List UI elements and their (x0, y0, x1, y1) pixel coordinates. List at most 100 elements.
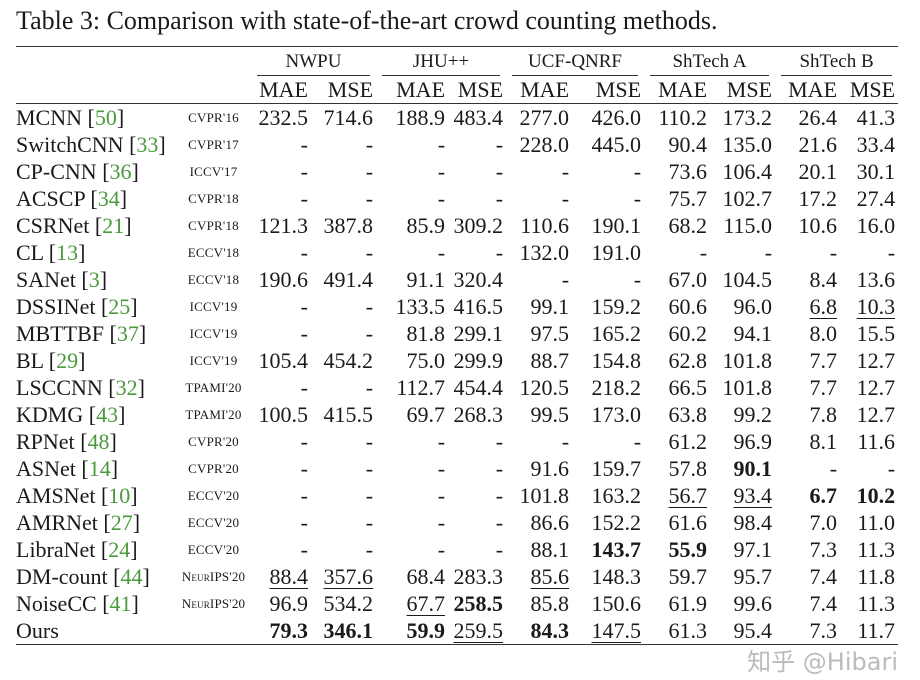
value-text: 68.4 (406, 564, 446, 589)
metric-value: 60.2 (644, 320, 710, 347)
metric-value: - (710, 239, 775, 266)
table-body: MCNN [50] CVPR'16 232.5 714.6 188.9 483.4 277.… (16, 104, 899, 645)
value-text: - (495, 483, 504, 508)
citation-link[interactable]: 29 (56, 348, 79, 373)
metric-value: 62.8 (644, 347, 710, 374)
value-text: - (437, 132, 446, 157)
metric-value: 190.6 (251, 266, 311, 293)
value-text: - (829, 456, 838, 481)
value-text: 88.1 (530, 537, 570, 562)
metric-header-mse: MSE (726, 77, 773, 102)
citation-link[interactable]: 48 (87, 429, 110, 454)
value-text: 445.0 (591, 132, 642, 157)
citation-link[interactable]: 50 (94, 105, 117, 130)
citation-link[interactable]: 41 (109, 591, 132, 616)
metric-value: - (251, 293, 311, 320)
metric-header-mse: MSE (849, 77, 896, 102)
group-header-shtech-a: ShTech A (644, 47, 775, 76)
citation-link[interactable]: 32 (115, 375, 138, 400)
value-text: - (300, 375, 308, 400)
method-label: ACSCP (16, 186, 85, 211)
metric-value: 8.4 (775, 266, 840, 293)
metric-value: 101.8 (710, 374, 775, 401)
value-text: 190.1 (591, 213, 642, 238)
citation-link[interactable]: 24 (108, 537, 131, 562)
metric-value: 17.2 (775, 185, 840, 212)
metric-value: 416.5 (448, 293, 506, 320)
value-text: - (300, 240, 308, 265)
metric-header-mae: MAE (259, 77, 308, 102)
value-text: 7.3 (809, 537, 838, 562)
citation-link[interactable]: 33 (136, 132, 159, 157)
metric-value: - (448, 455, 506, 482)
citation-link[interactable]: 27 (110, 510, 133, 535)
value-text: 152.2 (591, 510, 642, 535)
metric-value: 96.9 (251, 590, 311, 617)
metric-value: 75.7 (644, 185, 710, 212)
citation-link[interactable]: 37 (116, 321, 139, 346)
citation-link[interactable]: 14 (88, 456, 111, 481)
metric-header-row: MAE MSE MAE MSE MAE MSE MAE MSE MAE MSE (16, 76, 899, 104)
value-text: 15.5 (856, 321, 896, 346)
citation-link[interactable]: 36 (109, 159, 132, 184)
value-text: 258.5 (453, 591, 504, 616)
metric-value: 191.0 (572, 239, 644, 266)
metric-value: 66.5 (644, 374, 710, 401)
metric-value: - (775, 239, 840, 266)
value-text: 59.7 (668, 564, 708, 589)
value-text: 7.3 (809, 618, 838, 643)
metric-value: 93.4 (710, 482, 775, 509)
value-text: - (561, 267, 570, 292)
value-text: 99.1 (530, 294, 570, 319)
value-text: 259.5 (453, 618, 504, 643)
metric-value: 135.0 (710, 131, 775, 158)
value-text: - (495, 429, 504, 454)
table-row: CL [13] ECCV'18- - - -132.0 191.0- - - - (16, 239, 898, 266)
value-text: 11.6 (857, 429, 896, 454)
citation-link[interactable]: 34 (97, 186, 120, 211)
metric-value: 102.7 (710, 185, 775, 212)
method-label: SwitchCNN (16, 132, 124, 157)
value-text: 218.2 (591, 375, 642, 400)
value-text: 6.7 (809, 483, 838, 508)
metric-value: - (251, 428, 311, 455)
citation-link[interactable]: 44 (120, 564, 143, 589)
citation-link[interactable]: 25 (108, 294, 131, 319)
value-text: 12.7 (856, 348, 896, 373)
citation-link[interactable]: 43 (96, 402, 119, 427)
method-label: ASNet (16, 456, 76, 481)
value-text: 59.9 (406, 618, 446, 643)
value-text: 13.6 (856, 267, 896, 292)
value-text: 159.7 (591, 456, 642, 481)
value-text: - (437, 159, 446, 184)
value-text: 416.5 (453, 294, 504, 319)
citation-link[interactable]: 13 (56, 240, 79, 265)
metric-value: - (448, 536, 506, 563)
metric-value: - (251, 239, 311, 266)
value-text: - (633, 429, 642, 454)
metric-header-mse: MSE (327, 77, 374, 102)
value-text: 415.5 (323, 402, 374, 427)
metric-value: 94.1 (710, 320, 775, 347)
metric-value: 159.2 (572, 293, 644, 320)
value-text: 79.3 (269, 618, 309, 643)
value-text: 159.2 (591, 294, 642, 319)
citation-link[interactable]: 21 (102, 213, 125, 238)
citation-link[interactable]: 10 (108, 483, 131, 508)
table-row: AMSNet [10] ECCV'20- - - -101.8 163.2 56.7 93.4… (16, 482, 898, 509)
method-name: AMSNet [10] (16, 483, 138, 508)
metric-value: - (251, 509, 311, 536)
metric-value: 85.6 (506, 563, 572, 590)
metric-value: 143.7 (572, 536, 644, 563)
value-text: 56.7 (668, 483, 708, 508)
metric-value: - (376, 455, 448, 482)
metric-value: - (376, 239, 448, 266)
table-row: ACSCP [34] CVPR'18 - - - - - - 75.7 102.7 17.2 27.4 (16, 185, 898, 212)
value-text: 86.6 (530, 510, 570, 535)
citation-link[interactable]: 3 (88, 267, 100, 292)
value-text: 426.0 (591, 105, 642, 130)
value-text: 283.3 (453, 564, 504, 589)
metric-value: - (311, 320, 376, 347)
value-text: 320.4 (453, 267, 504, 292)
table-row: BL [29] ICCV'19 105.4 454.2 75.0 299.9 88.7 154… (16, 347, 898, 374)
